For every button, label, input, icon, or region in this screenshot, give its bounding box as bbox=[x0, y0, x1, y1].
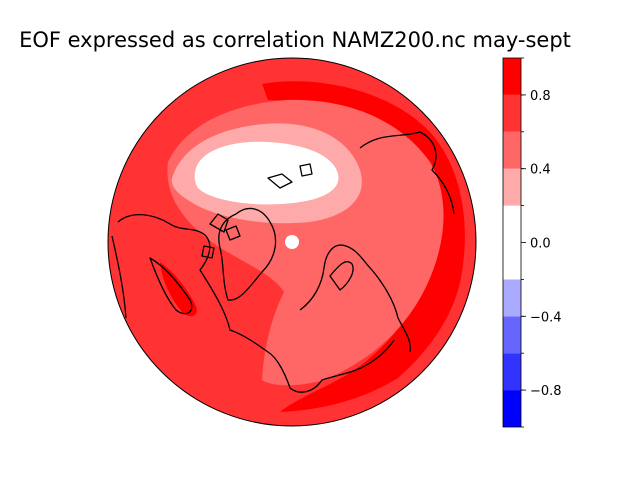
colorbar-segments bbox=[503, 58, 521, 427]
colorbar-segment bbox=[503, 168, 521, 206]
colorbar-tick-label: 0.0 bbox=[530, 237, 551, 252]
coastline-archipelago bbox=[201, 213, 241, 259]
colorbar-tick-label: −0.8 bbox=[530, 384, 562, 399]
colorbar-segment bbox=[503, 279, 521, 317]
coastline-scandinavia bbox=[329, 261, 354, 291]
colorbar-segment bbox=[503, 390, 521, 427]
colorbar-ticks: −0.8 −0.4 0.0 0.4 0.8 bbox=[521, 57, 562, 428]
colorbar-segment bbox=[503, 131, 521, 169]
coastline-alaska bbox=[111, 235, 127, 319]
colorbar-tick-label: −0.4 bbox=[530, 310, 562, 325]
colorbar-tick-label: 0.4 bbox=[530, 163, 551, 178]
coastline-siberia bbox=[359, 131, 455, 215]
coastline-hudson bbox=[149, 257, 193, 315]
pole-mask bbox=[285, 235, 299, 249]
colorbar-segment bbox=[503, 94, 521, 132]
coastline-greenland bbox=[218, 207, 277, 301]
labrador-max-fill bbox=[160, 262, 197, 317]
colorbar-segment bbox=[503, 316, 521, 354]
coastline-eurasia bbox=[299, 244, 411, 353]
colorbar-frame bbox=[502, 57, 522, 428]
colorbar-segment bbox=[503, 205, 521, 280]
colorbar-segment bbox=[503, 353, 521, 391]
coastline-north-america bbox=[117, 214, 395, 393]
coastline-arctic-islands bbox=[267, 163, 313, 189]
colorbar: −0.8 −0.4 0.0 0.4 0.8 bbox=[502, 57, 562, 428]
central-min-fill bbox=[194, 141, 339, 205]
colorbar-tick-label: 0.8 bbox=[530, 89, 551, 104]
globe-outline bbox=[107, 57, 477, 427]
pacific-max-fill bbox=[262, 81, 465, 412]
polar-map bbox=[107, 57, 477, 427]
chart-title: EOF expressed as correlation NAMZ200.nc … bbox=[19, 28, 571, 52]
colorbar-segment bbox=[503, 58, 521, 95]
coastlines bbox=[111, 131, 455, 393]
